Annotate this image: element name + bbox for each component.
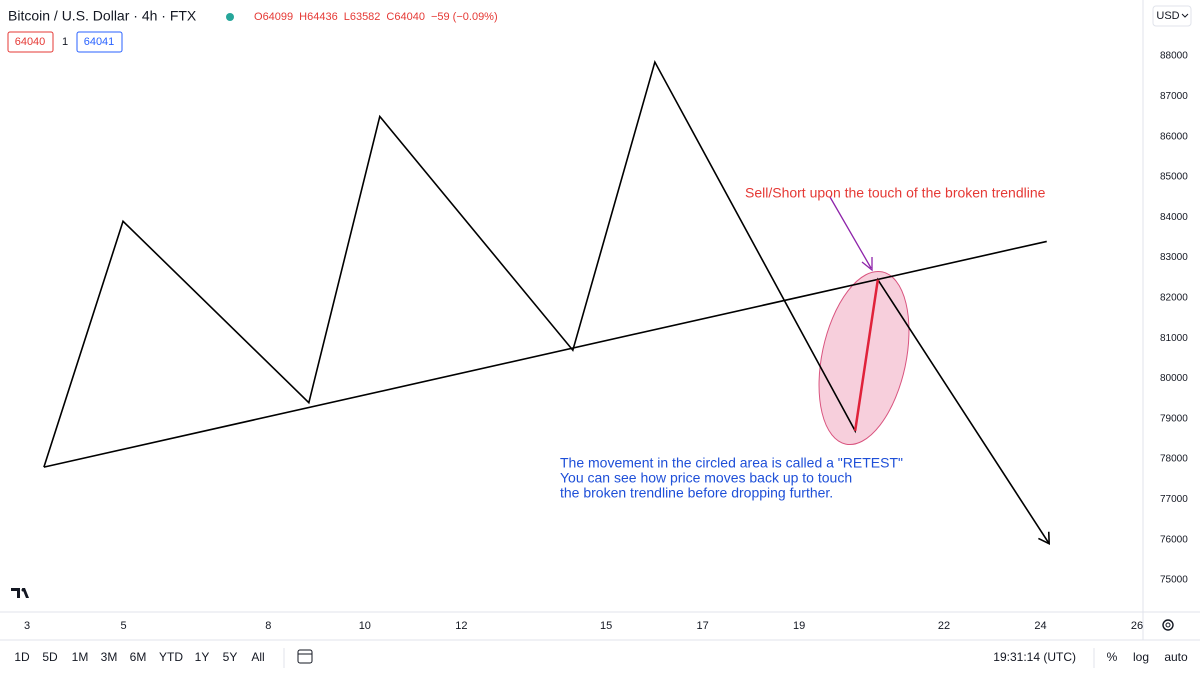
x-tick-label: 17 <box>697 620 709 632</box>
ask-box[interactable] <box>76 31 123 53</box>
bid: 64040 <box>15 36 46 48</box>
range-button[interactable]: 6M <box>130 650 147 664</box>
y-tick-label: 86000 <box>1160 131 1188 142</box>
ohlc-value: 63582 <box>350 11 381 23</box>
chart-title: Bitcoin / U.S. Dollar · 4h · FTX <box>8 8 197 24</box>
y-tick-label: 87000 <box>1160 91 1188 102</box>
range-button[interactable]: 1M <box>72 650 89 664</box>
y-tick-label: 79000 <box>1160 413 1188 424</box>
y-tick-label: 81000 <box>1160 333 1188 344</box>
range-button[interactable]: YTD <box>159 650 183 664</box>
y-tick-label: 78000 <box>1160 454 1188 465</box>
ohlc-value: 64436 <box>307 11 338 23</box>
line <box>43 240 1047 468</box>
annotation: Sell/Short upon the touch of the broken … <box>745 185 1046 201</box>
ohlc-value: 64099 <box>263 11 294 23</box>
annotation: You can see how price moves back up to t… <box>560 470 852 486</box>
x-tick-label: 10 <box>359 620 371 632</box>
y-tick-label: 82000 <box>1160 292 1188 303</box>
x-tick-label: 19 <box>793 620 805 632</box>
ohlc-label: O <box>254 11 263 23</box>
settings-icon[interactable] <box>1162 619 1174 631</box>
x-tick-label: 26 <box>1131 620 1143 632</box>
bid-box[interactable] <box>7 31 54 53</box>
currency-caret <box>1181 13 1189 18</box>
ohlc-change: −59 (−0.09%) <box>431 11 498 23</box>
range-button[interactable]: 1D <box>14 650 30 664</box>
range-button[interactable]: All <box>251 650 264 664</box>
scale-option[interactable]: % <box>1107 650 1118 664</box>
scale-option[interactable]: auto <box>1164 650 1188 664</box>
x-tick-label: 3 <box>24 620 30 632</box>
ask: 64041 <box>84 36 115 48</box>
x-tick-label: 8 <box>265 620 271 632</box>
y-tick-label: 83000 <box>1160 252 1188 263</box>
currency: USD <box>1156 10 1179 22</box>
x-tick-label: 24 <box>1034 620 1046 632</box>
y-tick-label: 84000 <box>1160 212 1188 223</box>
ohlc-label: C <box>386 11 394 23</box>
ohlc-label: H <box>299 11 307 23</box>
annotation: the broken trendline before dropping fur… <box>560 485 833 501</box>
line <box>853 279 880 432</box>
ohlc-value: 64040 <box>394 11 425 23</box>
y-tick-label: 88000 <box>1160 51 1188 62</box>
range-button[interactable]: 5D <box>42 650 58 664</box>
currency-button[interactable] <box>1152 5 1192 27</box>
x-tick-label: 15 <box>600 620 612 632</box>
annotation: The movement in the circled area is call… <box>560 455 903 471</box>
x-tick-label: 22 <box>938 620 950 632</box>
scale-option[interactable]: log <box>1133 650 1149 664</box>
ohlc: O64099 H64436 L63582 C64040 −59 (−0.09%) <box>254 11 498 23</box>
x-tick-label: 12 <box>455 620 467 632</box>
range-button[interactable]: 3M <box>101 650 118 664</box>
x-tick-label: 5 <box>120 620 126 632</box>
range-button[interactable]: 1Y <box>195 650 210 664</box>
y-tick-label: 75000 <box>1160 575 1188 586</box>
clock: 19:31:14 (UTC) <box>993 650 1076 664</box>
spread: 1 <box>62 36 68 48</box>
status-dot <box>226 13 234 21</box>
y-tick-label: 85000 <box>1160 172 1188 183</box>
arrowhead <box>1038 531 1051 546</box>
y-tick-label: 76000 <box>1160 534 1188 545</box>
date-range-icon[interactable] <box>297 649 313 664</box>
range-button[interactable]: 5Y <box>223 650 238 664</box>
pointer-arrow <box>829 196 873 272</box>
ohlc-label: L <box>344 11 350 23</box>
logo <box>4 577 38 607</box>
y-tick-label: 77000 <box>1160 494 1188 505</box>
retest-highlight <box>818 270 910 446</box>
y-tick-label: 80000 <box>1160 373 1188 384</box>
